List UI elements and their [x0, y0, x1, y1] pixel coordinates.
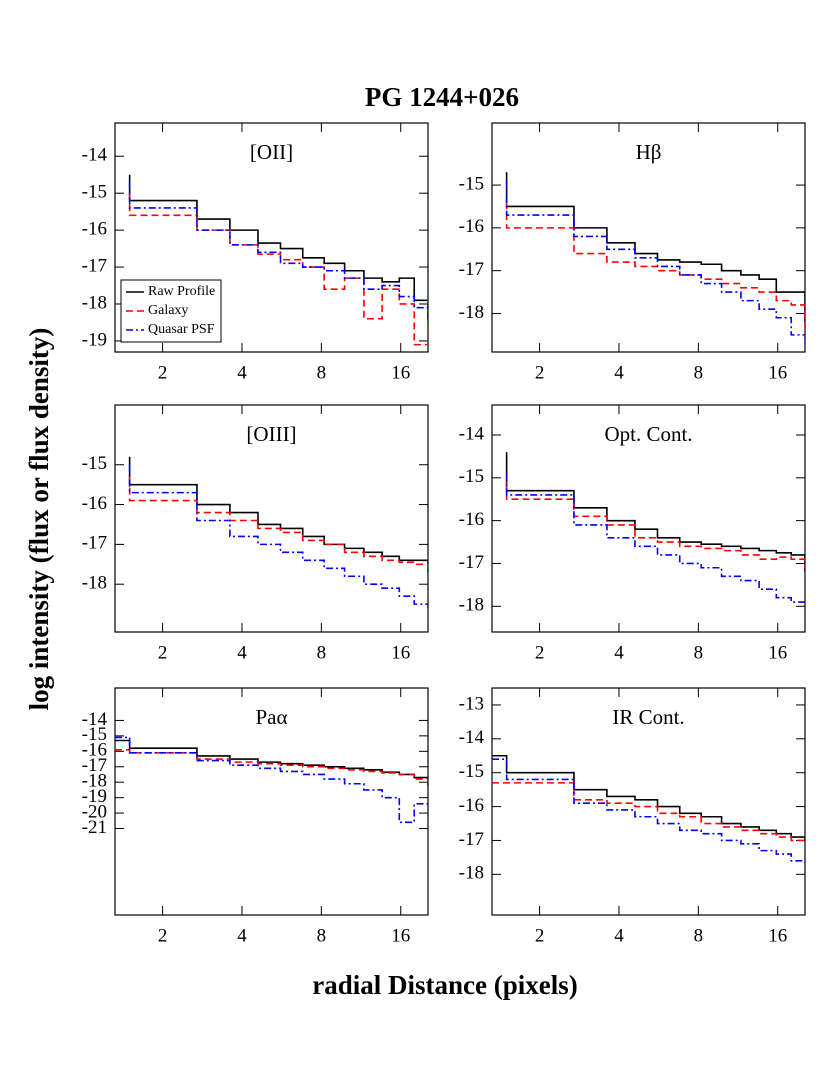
- x-tick-label: 16: [391, 642, 410, 663]
- y-tick-label: -14: [459, 423, 485, 444]
- panel-title: Opt. Cont.: [604, 422, 692, 446]
- x-tick-label: 2: [158, 642, 168, 663]
- profile-line: [128, 182, 428, 319]
- x-tick-label: 8: [694, 642, 704, 663]
- y-tick-label: -21: [82, 817, 107, 838]
- x-tick-label: 16: [391, 362, 410, 383]
- y-tick-label: -16: [82, 218, 107, 239]
- profile-line: [128, 476, 428, 573]
- y-axis-label: log intensity (flux or flux density): [24, 328, 54, 711]
- x-tick-label: 16: [768, 362, 787, 383]
- x-tick-label: 4: [614, 362, 624, 383]
- y-tick-label: -18: [459, 302, 484, 323]
- y-tick-label: -17: [459, 829, 484, 850]
- y-tick-label: -18: [459, 863, 484, 884]
- y-tick-label: -15: [459, 466, 484, 487]
- y-tick-label: -16: [459, 509, 484, 530]
- y-tick-label: -15: [82, 453, 107, 474]
- y-tick-label: -17: [82, 533, 107, 554]
- profile-line: [492, 754, 805, 841]
- y-tick-label: -16: [82, 740, 107, 761]
- y-tick-label: -15: [82, 182, 107, 203]
- x-tick-label: 2: [158, 925, 168, 946]
- y-tick-label: -14: [82, 709, 108, 730]
- panel-frame: [114, 404, 429, 633]
- y-tick-label: -16: [459, 216, 484, 237]
- panel-frame: [491, 122, 806, 353]
- x-tick-label: 16: [768, 642, 787, 663]
- x-tick-label: 4: [614, 642, 624, 663]
- y-tick-label: -20: [82, 801, 107, 822]
- profile-line: [505, 473, 805, 607]
- y-tick-label: -19: [82, 329, 107, 350]
- panel-frame: [491, 404, 806, 633]
- profile-line: [128, 464, 428, 609]
- profile-line: [505, 202, 805, 335]
- profile-line: [115, 736, 428, 824]
- x-tick-label: 2: [535, 925, 545, 946]
- profile-line: [505, 180, 805, 348]
- y-tick-label: -17: [82, 755, 107, 776]
- y-tick-label: -15: [82, 724, 107, 745]
- profile-line: [492, 782, 805, 844]
- profile-line: [505, 482, 805, 568]
- y-tick-label: -16: [459, 795, 484, 816]
- x-tick-label: 16: [768, 925, 787, 946]
- panel-title: [OIII]: [246, 422, 296, 446]
- x-tick-label: 4: [237, 642, 247, 663]
- x-tick-label: 8: [694, 362, 704, 383]
- x-tick-label: 8: [694, 925, 704, 946]
- figure-title: PG 1244+026: [365, 82, 519, 112]
- legend-label: Galaxy: [148, 303, 188, 318]
- profile-line: [115, 748, 428, 783]
- x-tick-label: 4: [614, 925, 624, 946]
- profile-line: [492, 758, 805, 865]
- x-tick-label: 8: [317, 925, 327, 946]
- x-tick-label: 8: [317, 362, 327, 383]
- panel-title: Hβ: [636, 140, 662, 164]
- x-tick-label: 2: [158, 362, 168, 383]
- profile-line: [505, 172, 805, 323]
- profile-line: [505, 452, 805, 573]
- y-tick-label: -18: [459, 595, 484, 616]
- legend-label: Quasar PSF: [148, 322, 215, 337]
- x-tick-label: 2: [535, 642, 545, 663]
- y-tick-label: -18: [82, 573, 107, 594]
- x-tick-label: 4: [237, 925, 247, 946]
- x-tick-label: 4: [237, 362, 247, 383]
- x-tick-label: 8: [317, 642, 327, 663]
- y-tick-label: -17: [82, 255, 107, 276]
- panel-frame: [114, 687, 429, 916]
- legend-label: Raw Profile: [148, 284, 215, 299]
- y-tick-label: -15: [459, 761, 484, 782]
- x-tick-label: 16: [391, 925, 410, 946]
- y-tick-label: -17: [459, 259, 484, 280]
- y-tick-label: -14: [82, 145, 108, 166]
- y-tick-label: -18: [82, 771, 107, 792]
- panel-frame: [114, 122, 429, 353]
- profile-line: [128, 456, 428, 573]
- panel-frame: [491, 687, 806, 916]
- x-tick-label: 2: [535, 362, 545, 383]
- x-axis-label: radial Distance (pixels): [312, 970, 577, 1000]
- y-tick-label: -17: [459, 552, 484, 573]
- panel-title: Paα: [255, 705, 287, 729]
- y-tick-label: -13: [459, 693, 484, 714]
- profile-line: [128, 174, 428, 323]
- y-tick-label: -16: [82, 493, 107, 514]
- panel-title: [OII]: [250, 140, 293, 164]
- profile-line: [128, 193, 428, 346]
- y-tick-label: -15: [459, 173, 484, 194]
- y-tick-label: -19: [82, 786, 107, 807]
- panel-title: IR Cont.: [612, 705, 684, 729]
- y-tick-label: -14: [459, 727, 485, 748]
- y-tick-label: -18: [82, 292, 107, 313]
